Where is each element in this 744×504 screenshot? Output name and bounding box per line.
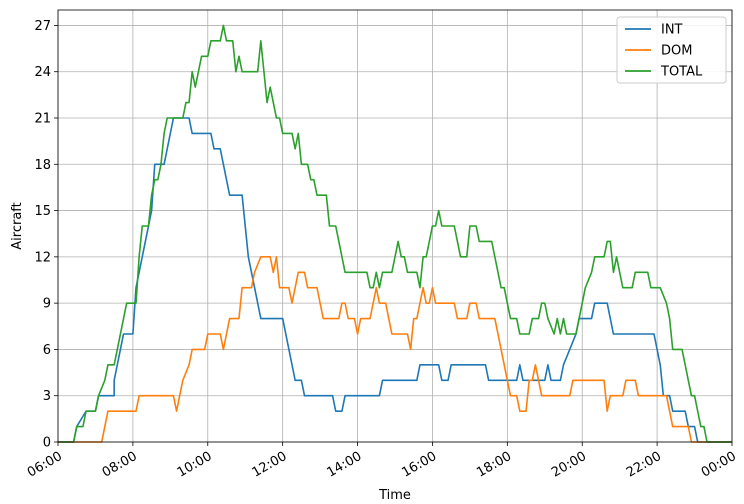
legend-label-dom: DOM	[661, 44, 692, 59]
y-axis-label: Aircraft	[10, 202, 25, 249]
legend-label-total: TOTAL	[660, 65, 703, 80]
y-tick-label: 12	[34, 250, 51, 265]
series-line-dom	[58, 256, 732, 443]
y-tick-label: 27	[34, 19, 51, 34]
x-axis-label: Time	[378, 488, 411, 503]
series-line-total	[58, 24, 732, 443]
y-tick-label: 24	[34, 65, 51, 80]
y-tick-label: 6	[43, 343, 51, 358]
legend-label-int: INT	[661, 23, 683, 38]
y-tick-label: 15	[34, 204, 51, 219]
y-tick-label: 9	[43, 297, 51, 312]
plot-frame	[57, 9, 733, 443]
series-line-int	[58, 117, 732, 443]
legend-box	[616, 16, 727, 84]
y-tick-label: 21	[34, 112, 51, 127]
y-axis-ticks: 0 3 6 9 12 15 18 21 24 27	[34, 19, 58, 451]
legend: INT DOM TOTAL	[616, 16, 727, 84]
y-tick-label: 18	[34, 158, 51, 173]
series-lines	[58, 24, 732, 443]
y-tick-label: 0	[43, 436, 51, 451]
y-tick-label: 3	[43, 389, 51, 404]
